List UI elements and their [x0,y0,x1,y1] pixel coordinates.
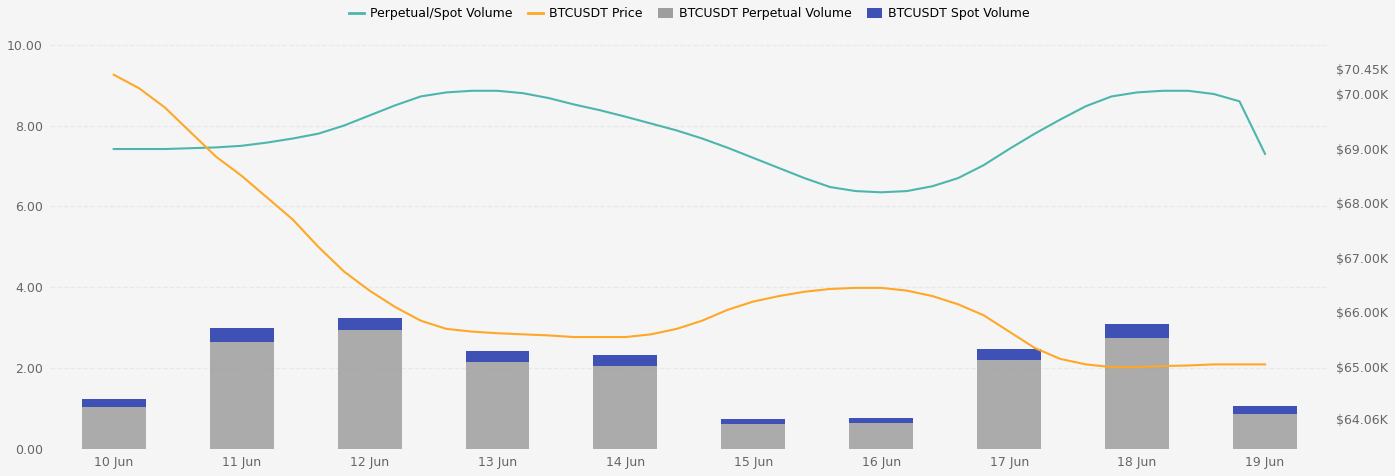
Bar [978,360,1041,449]
Bar [466,362,530,449]
Bar [1233,406,1297,414]
Bar [338,318,402,330]
Bar [593,366,657,449]
Bar [338,330,402,449]
Bar [1233,414,1297,449]
Legend: Perpetual/Spot Volume, BTCUSDT Price, BTCUSDT Perpetual Volume, BTCUSDT Spot Vol: Perpetual/Spot Volume, BTCUSDT Price, BT… [345,2,1035,25]
Bar [1105,338,1169,449]
Bar [466,351,530,362]
Bar [593,355,657,366]
Bar [978,349,1041,360]
Bar [1105,324,1169,338]
Bar [209,328,273,342]
Bar [82,407,145,449]
Bar [209,342,273,449]
Bar [82,399,145,407]
Bar [850,418,914,423]
Bar [721,419,785,424]
Bar [721,424,785,449]
Bar [850,423,914,449]
